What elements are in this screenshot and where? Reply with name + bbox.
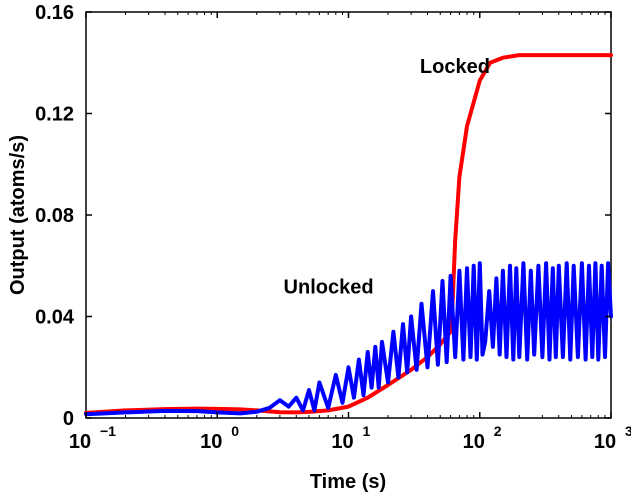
x-tick-exponent: 1	[363, 423, 371, 439]
y-tick-label: 0.12	[35, 104, 74, 126]
annotation-label: Unlocked	[284, 277, 374, 299]
series-layer	[84, 53, 613, 417]
series-line-2	[84, 261, 613, 417]
plot-area	[85, 11, 612, 419]
x-tick-label: 10	[463, 431, 485, 453]
x-tick-exponent: −1	[100, 423, 116, 439]
y-tick-label: 0	[63, 408, 74, 430]
x-tick-label: 10	[200, 431, 222, 453]
x-tick-exponent: 2	[494, 423, 502, 439]
y-tick-label: 0.16	[35, 2, 74, 24]
x-tick-label: 10	[594, 431, 616, 453]
annotation-layer: Locked Unlocked	[284, 56, 490, 299]
x-tick-label: 10	[69, 431, 91, 453]
annotation-label: Locked	[420, 56, 490, 78]
y-axis-title: Output (atoms/s)	[7, 135, 29, 295]
y-tick-label: 0.04	[35, 307, 75, 329]
y-tick-label: 0.08	[35, 205, 74, 227]
x-tick-exponent: 0	[231, 423, 239, 439]
x-tick-label: 10	[331, 431, 353, 453]
x-axis-title: Time (s)	[310, 471, 386, 493]
ticks-layer: 10 −1 10 0 10 1 10 2 10 300.040.080.120.16	[35, 2, 631, 453]
x-tick-exponent: 3	[625, 423, 631, 439]
